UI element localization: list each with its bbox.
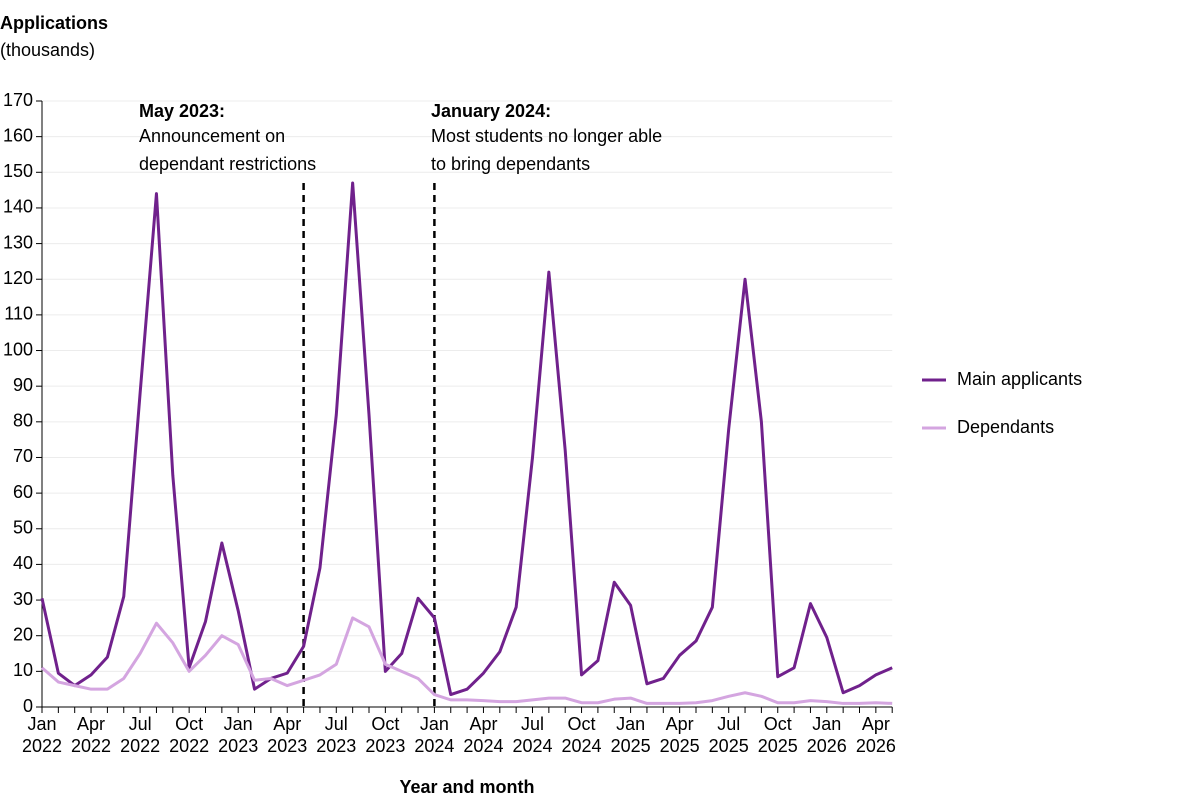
y-tick-label: 70 [13,446,33,466]
x-tick-label: Oct 2022 [169,714,209,756]
x-tick-label: Apr 2024 [463,714,503,756]
x-tick-label: Apr 2022 [71,714,111,756]
y-tick-label: 110 [4,304,33,324]
x-axis-label: Year and month [399,777,534,797]
x-tick-label: Jul 2023 [316,714,356,756]
y-tick-label: 140 [3,197,33,217]
x-tick-label: Jan 2023 [218,714,258,756]
x-tick-label: Jul 2025 [709,714,749,756]
y-tick-label: 30 [13,589,33,609]
series-line [41,616,893,705]
x-tick-label: Jul 2024 [512,714,552,756]
y-tick-label: 20 [13,624,33,644]
x-tick-label: Jan 2025 [611,714,651,756]
annotation-text: Announcement on [139,126,285,146]
y-tick-label: 60 [13,482,33,502]
chart-title: Applications [0,13,108,33]
y-tick-label: 80 [13,411,33,431]
x-tick-label: Oct 2024 [562,714,602,756]
y-tick-label: 50 [13,518,33,538]
x-tick-label: Jan 2024 [414,714,454,756]
annotation-title: May 2023: [139,101,225,121]
x-tick-label: Apr 2026 [856,714,896,756]
x-tick-label: Jan 2026 [807,714,847,756]
y-tick-label: 10 [13,660,33,680]
y-tick-label: 150 [3,161,33,181]
y-tick-label: 130 [3,232,33,252]
legend-label: Dependants [957,417,1054,437]
annotation-text: dependant restrictions [139,154,316,174]
chart-subtitle: (thousands) [0,40,95,60]
y-tick-label: 120 [3,268,33,288]
x-tick-label: Jan 2022 [22,714,62,756]
annotation-text: to bring dependants [431,154,590,174]
x-tick-label: Oct 2025 [758,714,798,756]
y-tick-label: 170 [3,90,33,110]
y-tick-label: 90 [13,375,33,395]
series-line [40,181,893,697]
x-tick-label: Apr 2023 [267,714,307,756]
y-tick-label: 40 [13,553,33,573]
y-tick-label: 0 [23,696,33,716]
annotation-text: Most students no longer able [431,126,662,146]
y-tick-label: 100 [3,339,33,359]
y-tick-label: 160 [3,125,33,145]
x-tick-label: Oct 2023 [365,714,405,756]
x-tick-label: Apr 2025 [660,714,700,756]
x-tick-label: Jul 2022 [120,714,160,756]
legend-label: Main applicants [957,369,1082,389]
annotation-title: January 2024: [431,101,551,121]
